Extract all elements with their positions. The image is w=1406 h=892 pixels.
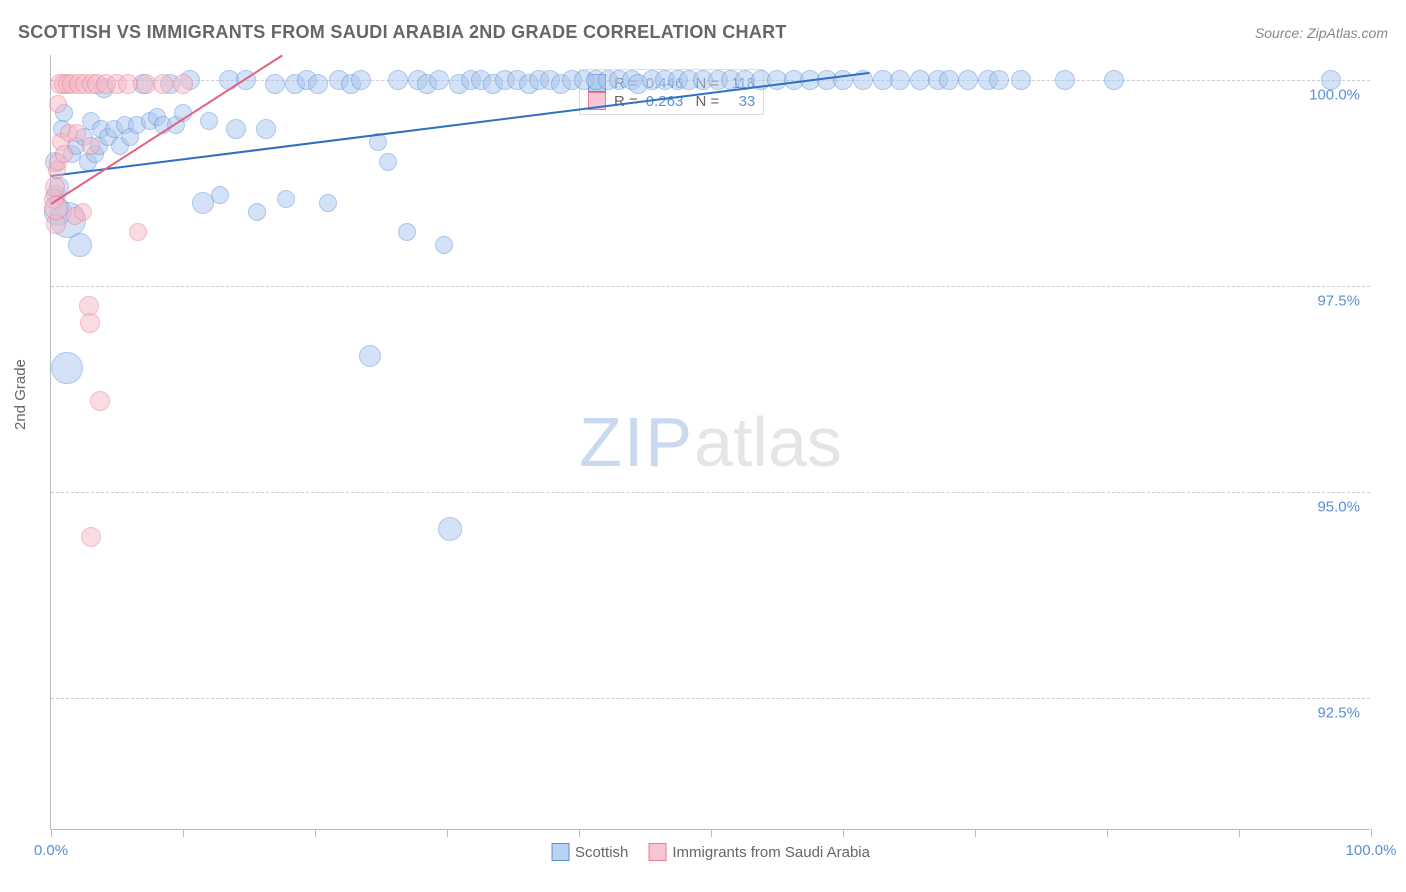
scatter-point-scottish (248, 203, 266, 221)
scatter-point-saudi (45, 177, 65, 197)
x-tick (843, 829, 844, 837)
scatter-point-saudi (118, 74, 138, 94)
scatter-point-scottish (435, 236, 453, 254)
scatter-point-scottish (1104, 70, 1124, 90)
gridline (51, 492, 1370, 493)
scatter-point-scottish (211, 186, 229, 204)
scatter-point-scottish (910, 70, 930, 90)
x-tick (975, 829, 976, 837)
scatter-point-scottish (890, 70, 910, 90)
scatter-point-scottish (68, 233, 92, 257)
scatter-point-scottish (388, 70, 408, 90)
x-tick (447, 829, 448, 837)
y-tick-label: 95.0% (1317, 498, 1360, 515)
x-tick (315, 829, 316, 837)
y-tick-label: 97.5% (1317, 292, 1360, 309)
scatter-point-scottish (1055, 70, 1075, 90)
gridline (51, 698, 1370, 699)
scatter-point-saudi (74, 203, 92, 221)
scatter-point-scottish (200, 112, 218, 130)
x-tick-label: 0.0% (34, 842, 68, 859)
scatter-point-scottish (1321, 70, 1341, 90)
y-axis-label: 2nd Grade (12, 359, 29, 430)
scatter-point-scottish (256, 119, 276, 139)
stats-n-value: 33 (727, 93, 755, 110)
x-tick (51, 829, 52, 837)
legend-item-saudi: Immigrants from Saudi Arabia (648, 843, 870, 861)
scatter-point-scottish (939, 70, 959, 90)
legend-label-saudi: Immigrants from Saudi Arabia (672, 844, 870, 861)
scatter-point-scottish (359, 345, 381, 367)
scatter-point-scottish (989, 70, 1009, 90)
watermark-prefix: ZIP (579, 403, 694, 481)
scatter-point-scottish (277, 190, 295, 208)
x-tick (1371, 829, 1372, 837)
x-tick (1239, 829, 1240, 837)
scatter-point-saudi (82, 137, 100, 155)
scatter-point-saudi (49, 95, 67, 113)
source-attribution: Source: ZipAtlas.com (1255, 25, 1388, 41)
scatter-point-scottish (351, 70, 371, 90)
scatter-point-saudi (153, 74, 173, 94)
x-tick (579, 829, 580, 837)
legend-item-scottish: Scottish (551, 843, 628, 861)
legend-label-scottish: Scottish (575, 844, 628, 861)
scatter-point-scottish (265, 74, 285, 94)
scatter-point-scottish (51, 352, 83, 384)
scatter-point-scottish (319, 194, 337, 212)
scatter-point-scottish (438, 517, 462, 541)
chart-title: SCOTTISH VS IMMIGRANTS FROM SAUDI ARABIA… (18, 22, 787, 43)
scatter-point-scottish (958, 70, 978, 90)
scatter-point-saudi (80, 313, 100, 333)
x-tick-label: 100.0% (1346, 842, 1397, 859)
scatter-point-saudi (81, 527, 101, 547)
stats-row-saudi: R =0.263 N =33 (588, 92, 755, 110)
legend-swatch-scottish (551, 843, 569, 861)
x-tick (711, 829, 712, 837)
watermark-suffix: atlas (694, 403, 842, 481)
scatter-point-scottish (379, 153, 397, 171)
scatter-point-saudi (173, 74, 193, 94)
title-bar: SCOTTISH VS IMMIGRANTS FROM SAUDI ARABIA… (18, 22, 1388, 43)
scatter-point-scottish (1011, 70, 1031, 90)
y-tick-label: 92.5% (1317, 705, 1360, 722)
watermark: ZIPatlas (579, 402, 842, 482)
scatter-point-scottish (226, 119, 246, 139)
scatter-point-saudi (55, 145, 73, 163)
x-tick (183, 829, 184, 837)
scatter-point-scottish (308, 74, 328, 94)
scatter-point-scottish (833, 70, 853, 90)
scatter-point-scottish (398, 223, 416, 241)
legend-swatch-saudi (648, 843, 666, 861)
scatter-plot-area: ZIPatlas R =0.446 N =118R =0.263 N =33 S… (50, 55, 1370, 830)
scatter-point-saudi (129, 223, 147, 241)
scatter-point-scottish (429, 70, 449, 90)
legend: Scottish Immigrants from Saudi Arabia (551, 843, 870, 861)
scatter-point-saudi (90, 391, 110, 411)
x-tick (1107, 829, 1108, 837)
gridline (51, 286, 1370, 287)
